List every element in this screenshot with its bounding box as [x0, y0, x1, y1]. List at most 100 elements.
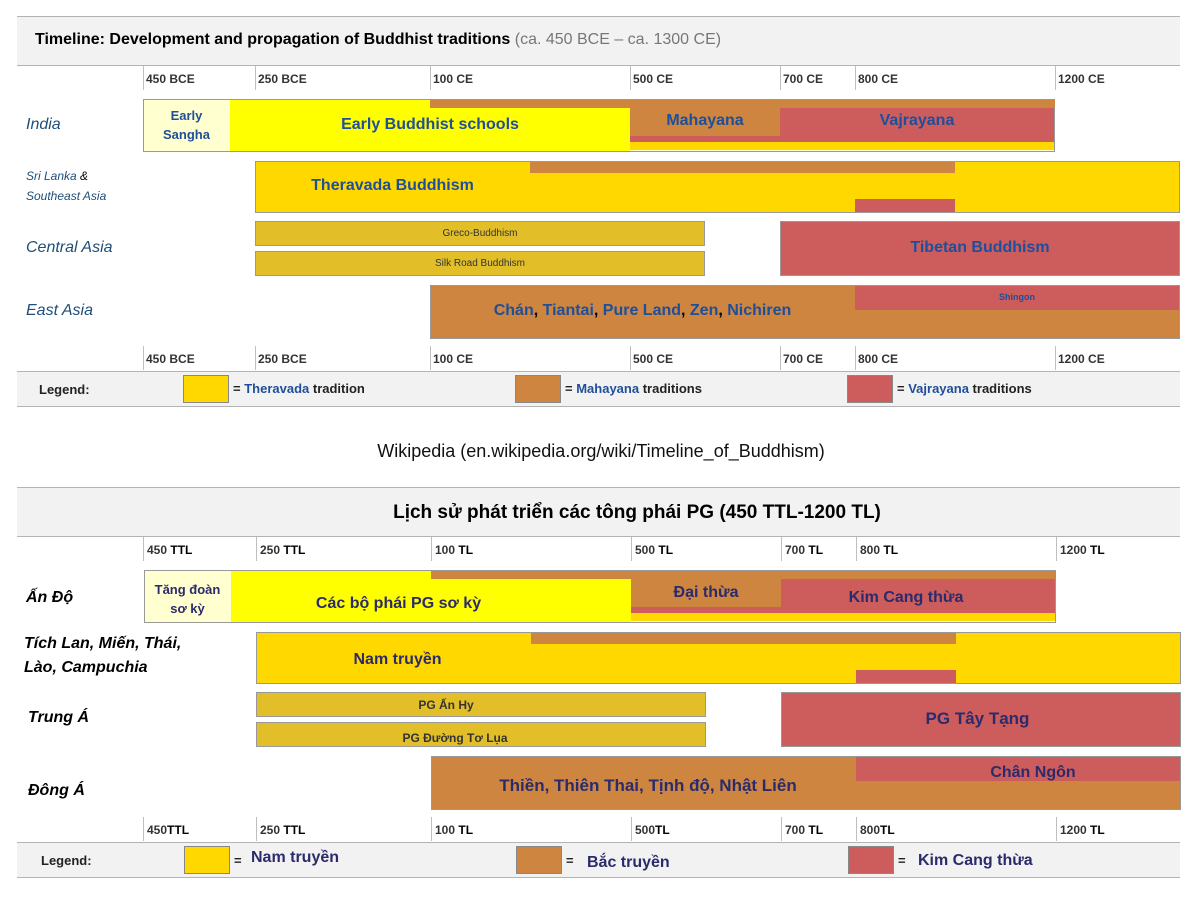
pg-duong-to-lua-bar	[256, 722, 706, 747]
pg-an-hy-label: PG Ấn Hy	[418, 697, 474, 712]
region-srilanka: Sri Lanka & Southeast Asia	[26, 166, 106, 206]
region-central-asia: Central Asia	[26, 239, 113, 256]
eq: =	[233, 381, 245, 396]
tick-label-vn: 700 TL	[785, 823, 823, 837]
legend-eq: =	[566, 853, 574, 868]
tick-line	[255, 66, 256, 90]
tick-suffix: TL	[1090, 823, 1105, 837]
tick-num: 100	[435, 543, 456, 557]
early-schools-label: Early Buddhist schools	[341, 116, 519, 133]
tick-line	[143, 346, 144, 370]
eq: =	[897, 381, 909, 396]
tick-label: 800 CE	[858, 72, 899, 86]
sep: ,	[681, 302, 690, 319]
tick-line	[631, 817, 632, 841]
tick-num: 700	[785, 823, 806, 837]
tick-line	[1055, 346, 1056, 370]
chan-label: Chán	[493, 302, 534, 319]
bottom-title-divider	[17, 536, 1180, 537]
legend-bac-truyen: Bắc truyền	[587, 854, 670, 871]
tick-suffix: TL	[880, 823, 895, 837]
shingon-bar	[855, 286, 1179, 310]
legend-label: Legend:	[39, 382, 90, 397]
tick-line	[1055, 66, 1056, 90]
top-timeline: Timeline: Development and propagation of…	[0, 0, 1192, 410]
early-sangha-line2: Sangha	[163, 127, 210, 142]
tick-suffix: TL	[458, 543, 474, 557]
tick-num: 1200	[1060, 543, 1087, 557]
bottom-title: Lịch sử phát triển các tông phái PG (450…	[393, 502, 881, 523]
silk-road-label: Silk Road Buddhism	[434, 258, 526, 269]
tick-line	[431, 537, 432, 561]
top-title-range: (ca. 450 BCE – ca. 1300 CE)	[514, 31, 722, 48]
bottom-legend: Legend: = Nam truyền = Bắc truyền = Kim …	[17, 843, 1180, 877]
tick-label: 500 CE	[633, 72, 674, 86]
tang-doan-line1: Tăng đoàn	[154, 582, 221, 597]
legend-label: Legend:	[41, 853, 92, 868]
tick-line	[630, 66, 631, 90]
kim-cang-strip	[631, 607, 1055, 613]
tick-num: 800	[860, 823, 881, 837]
tick-line	[855, 346, 856, 370]
tick-line	[631, 537, 632, 561]
region-tich-lan-2: Lào, Campuchia	[24, 659, 148, 676]
thien-label: Thiền, Thiên Thai, Tịnh độ, Nhật Liên	[499, 776, 797, 795]
tick-line	[781, 537, 782, 561]
region-india: India	[26, 116, 61, 133]
legend-theravada-rest: tradition	[309, 381, 365, 396]
tick-label-vn: 100 TL	[435, 543, 473, 557]
legend-eq: =	[898, 853, 906, 868]
tick-line	[430, 346, 431, 370]
mahayana-label: Mahayana	[666, 112, 744, 129]
mahayana-bar	[630, 100, 780, 142]
silk-road-bar	[255, 251, 705, 276]
tick-line	[143, 66, 144, 90]
legend-bottom-border	[17, 406, 1180, 407]
legend-bottom-border	[17, 877, 1180, 878]
tick-label-vn: 450TTL	[147, 823, 189, 837]
tick-label-vn: 500TL	[635, 823, 670, 837]
tick-num: 700	[785, 543, 806, 557]
tick-num: 800	[860, 543, 881, 557]
tick-line	[781, 817, 782, 841]
greco-buddhism-label: Greco-Buddhism	[442, 228, 518, 239]
tick-suffix: TTL	[167, 823, 190, 837]
region-srilanka-a: Sri Lanka	[26, 169, 77, 183]
top-title-bold: Timeline: Development and propagation of…	[35, 31, 511, 48]
tick-label: 700 CE	[783, 72, 824, 86]
legend-eq: =	[234, 853, 242, 868]
tick-line	[256, 537, 257, 561]
kim-cang-presence-strip	[856, 670, 956, 683]
tick-line	[1056, 537, 1057, 561]
tick-num: 450	[147, 543, 168, 557]
tick-label-vn: 800 TL	[860, 543, 898, 557]
legend-mahayana: = Mahayana traditions	[565, 381, 702, 396]
tick-label-vn: 250 TTL	[260, 823, 305, 837]
eq: =	[565, 381, 577, 396]
tick-line	[143, 817, 144, 841]
pure-land-label: Pure Land	[602, 302, 682, 319]
tick-label: 450 BCE	[146, 352, 195, 366]
tang-doan-line2: sơ kỳ	[170, 601, 205, 616]
tick-line	[780, 66, 781, 90]
tick-label-vn: 450 TTL	[147, 543, 192, 557]
legend-vajrayana-kw: Vajrayana	[908, 381, 969, 396]
tick-suffix: TL	[883, 543, 899, 557]
tick-label-vn: 100 TL	[435, 823, 473, 837]
nam-truyen-strip	[631, 613, 1055, 621]
pg-tay-tang-bar	[781, 692, 1181, 747]
vajrayana-label: Vajrayana	[879, 112, 955, 129]
tick-label: 250 BCE	[258, 352, 307, 366]
vajrayana-presence-strip	[855, 199, 955, 212]
region-an-do: Ấn Độ	[26, 589, 74, 606]
legend-kim-cang: Kim Cang thừa	[918, 852, 1033, 869]
tick-suffix: TL	[655, 823, 670, 837]
tick-label: 1200 CE	[1058, 72, 1105, 86]
pg-duong-to-lua-label: PG Đường Tơ Lụa	[402, 730, 508, 745]
tick-num: 1200	[1060, 823, 1087, 837]
tick-suffix: TL	[458, 823, 474, 837]
tick-suffix: TL	[658, 543, 674, 557]
tick-label-vn: 500 TL	[635, 543, 673, 557]
legend-vajrayana-rest: traditions	[968, 381, 1032, 396]
tick-num: 500	[635, 823, 656, 837]
